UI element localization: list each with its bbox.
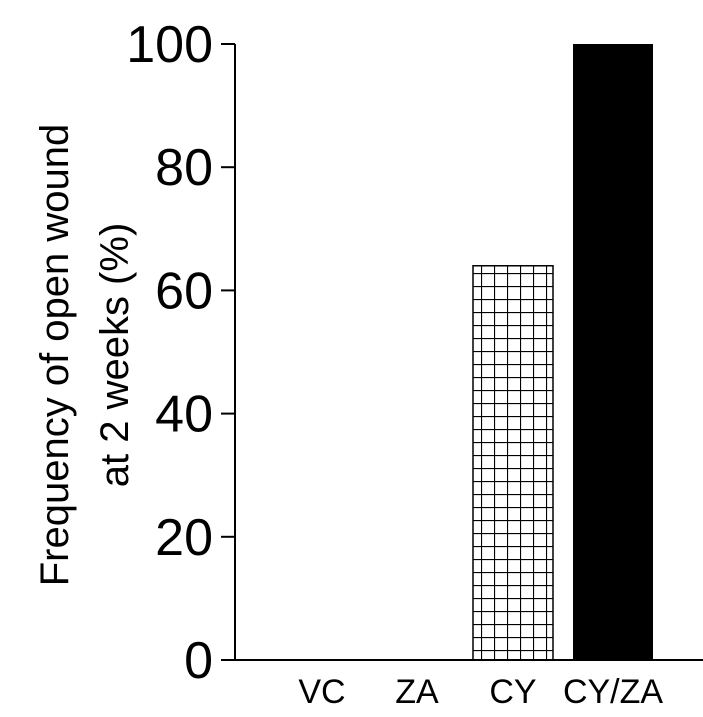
x-category-label: VC	[298, 673, 345, 711]
y-tick-label: 60	[155, 262, 213, 320]
x-category-label: ZA	[395, 673, 439, 711]
x-axis-labels: VC ZA CY CY/ZA	[298, 673, 663, 711]
y-axis-title: Frequency of open wound at 2 weeks (%)	[33, 124, 137, 587]
x-category-label: CY	[489, 673, 536, 711]
y-tick-label: 80	[155, 139, 213, 197]
bar-cy-za	[573, 44, 653, 660]
y-axis-title-line-2: at 2 weeks (%)	[93, 223, 137, 488]
bars	[472, 44, 653, 661]
y-tick-label: 40	[155, 386, 213, 444]
x-category-label: CY/ZA	[563, 673, 663, 711]
bar-cy	[472, 265, 554, 661]
y-tick-label: 100	[126, 16, 213, 74]
y-axis-ticks: 0 20 40 60 80 100	[126, 16, 235, 690]
y-tick-label: 20	[155, 509, 213, 567]
y-axis-title-line-1: Frequency of open wound	[33, 124, 77, 587]
y-tick-label: 0	[184, 632, 213, 690]
